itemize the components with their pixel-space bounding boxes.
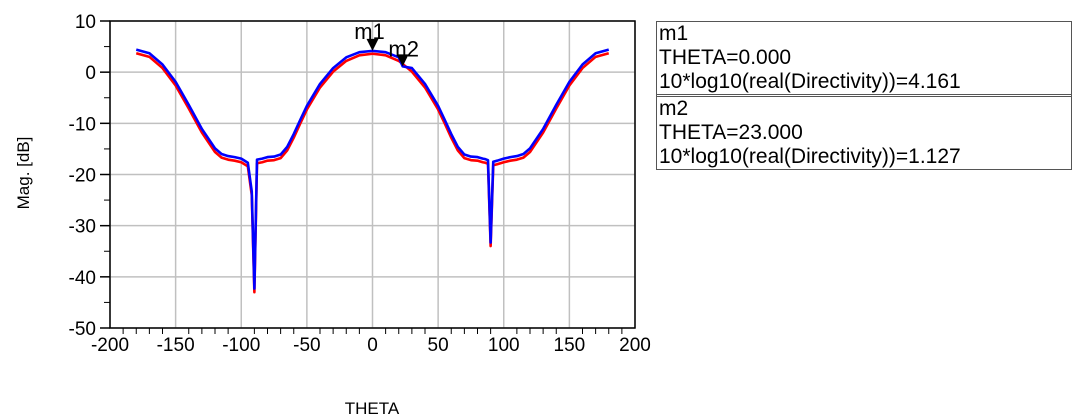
marker-m2-label: m2 [388, 36, 419, 61]
y-tick-label: -10 [69, 114, 96, 135]
x-tick-label: 0 [367, 335, 378, 356]
marker-readout-panel: m1 THETA=0.000 10*log10(real(Directivity… [656, 21, 1072, 170]
marker-directivity-value: 10*log10(real(Directivity))=4.161 [659, 70, 961, 93]
y-tick-label: -30 [69, 217, 96, 238]
chart-gridlines [109, 20, 636, 329]
marker-directivity-value: 10*log10(real(Directivity))=1.127 [659, 145, 961, 168]
x-axis-title: THETA [345, 399, 400, 418]
marker-name: m2 [659, 97, 689, 120]
x-tick-label: 50 [428, 335, 449, 356]
y-tick-label: 0 [85, 63, 96, 84]
marker-m1-label: m1 [354, 19, 385, 44]
marker-m2-triangle [396, 54, 409, 67]
plot-frame [109, 20, 636, 329]
x-tick-label: 100 [488, 335, 520, 356]
y-tick-label: 10 [75, 12, 96, 33]
x-tick-label: -50 [293, 335, 320, 356]
chart-ticks [100, 20, 623, 334]
series-line-red [135, 51, 610, 294]
x-tick-label: -150 [157, 335, 195, 356]
marker-theta-value: THETA=23.000 [659, 121, 803, 144]
x-tick-label: -200 [91, 335, 129, 356]
marker-name: m1 [659, 22, 689, 45]
x-tick-label: -100 [222, 335, 260, 356]
series-line-blue [135, 48, 610, 290]
x-tick-label: 150 [554, 335, 586, 356]
tick-labels: -200 -150 -100 -50 0 50 100 150 200-50-40-30-20-… [69, 12, 651, 356]
y-axis-title: Mag. [dB] [14, 137, 33, 210]
y-tick-label: -40 [69, 268, 96, 289]
y-tick-label: -50 [69, 319, 96, 340]
marker-readout-m2: m2 THETA=23.000 10*log10(real(Directivit… [657, 94, 1071, 169]
marker-m1-triangle [366, 38, 379, 51]
marker-readout-m1: m1 THETA=0.000 10*log10(real(Directivity… [657, 22, 1071, 94]
x-tick-label: 200 [619, 335, 651, 356]
y-tick-label: -20 [69, 166, 96, 187]
marker-theta-value: THETA=0.000 [659, 46, 792, 69]
chart-series [135, 48, 610, 294]
